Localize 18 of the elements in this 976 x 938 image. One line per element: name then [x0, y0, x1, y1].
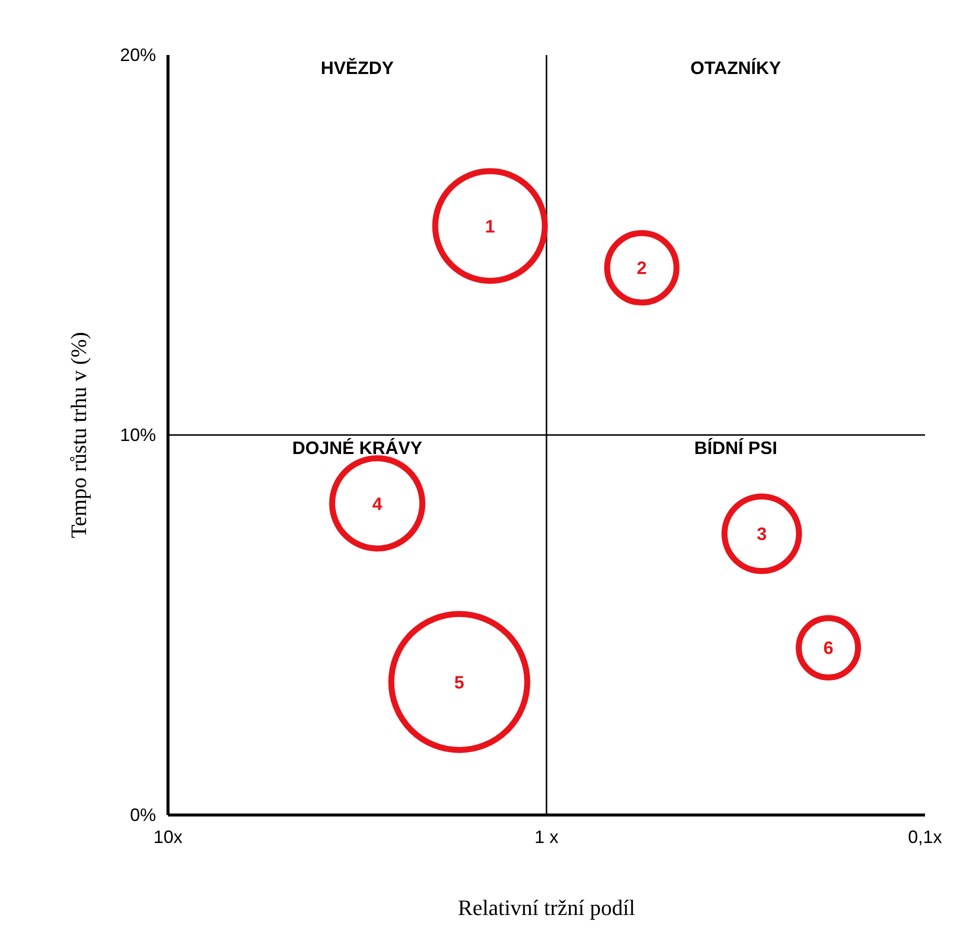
annotation: 3 — [756, 524, 767, 544]
annotation: 1 — [485, 216, 496, 236]
x-tick-label: 0,1x — [908, 827, 942, 847]
annotation: OTAZNÍKY — [689, 58, 782, 78]
x-tick-label: 1 x — [534, 827, 559, 847]
annotation: DOJNÉ KRÁVY — [291, 438, 424, 458]
annotation: BÍDNÍ PSI — [693, 438, 778, 458]
annotation: HVĚZDY — [320, 58, 395, 78]
x-axis-title: Relativní tržní podíl — [458, 895, 636, 920]
y-tick-label: 0% — [130, 805, 156, 825]
annotation: 2 — [636, 258, 647, 278]
y-axis-title: Tempo růstu trhu v (%) — [66, 332, 91, 538]
annotation: 5 — [454, 672, 464, 692]
y-tick-label: 10% — [120, 425, 156, 445]
annotation: 6 — [823, 638, 834, 658]
x-tick-label: 10x — [153, 827, 183, 847]
y-tick-label: 20% — [120, 45, 156, 65]
annotation: 4 — [372, 494, 382, 514]
